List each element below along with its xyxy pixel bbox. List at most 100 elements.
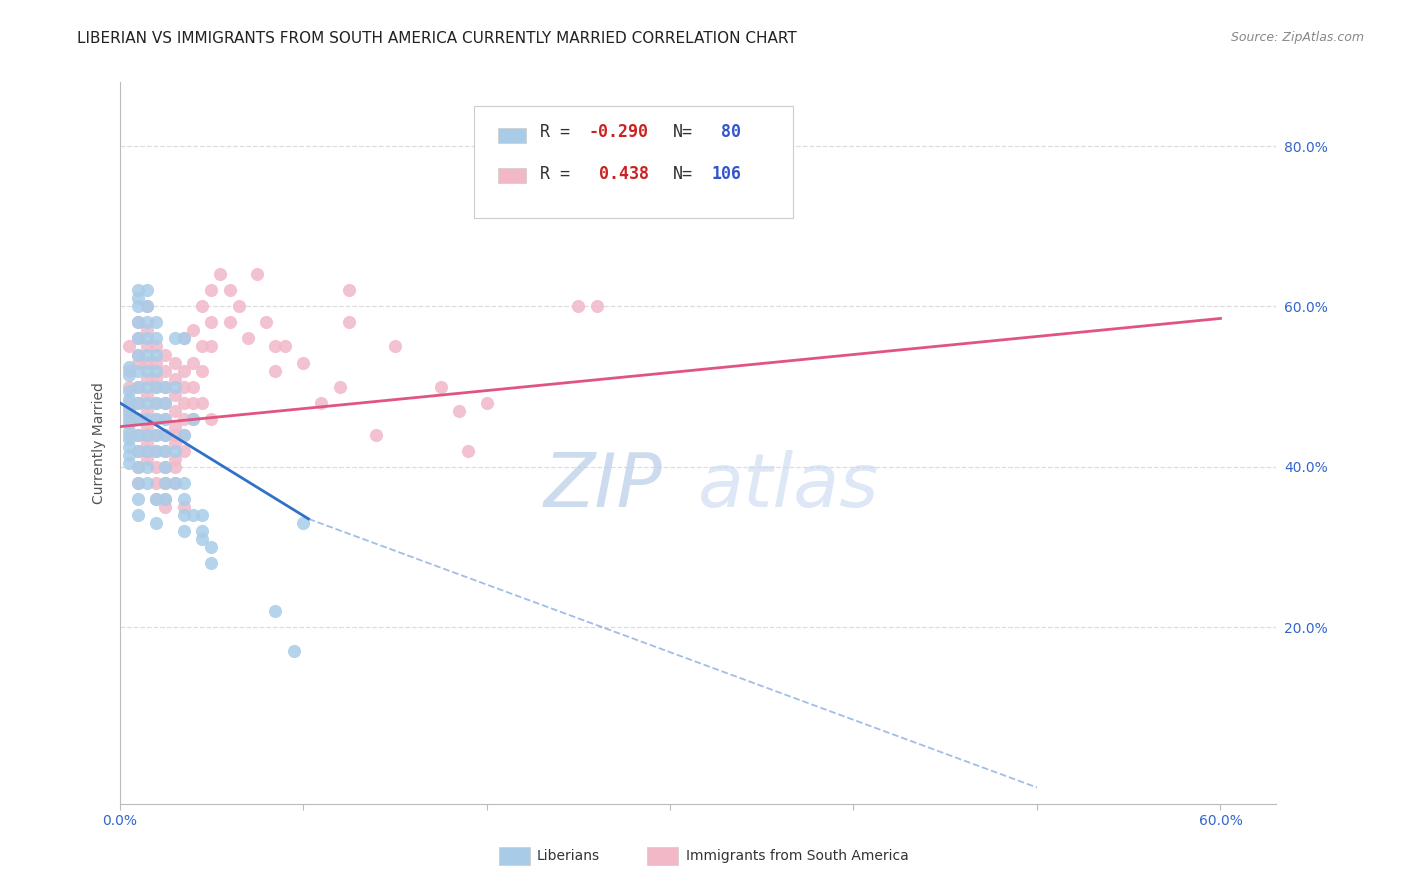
Point [127,331,149,345]
Point [118,379,141,393]
Point [163,443,186,458]
Point [173,331,195,345]
Text: ZIP: ZIP [544,450,662,522]
Point [181,355,204,369]
Point [145,379,167,393]
Point [200,540,222,554]
Text: Immigrants from South America: Immigrants from South America [686,849,908,863]
Point [145,411,167,425]
Text: R =: R = [540,123,581,142]
Point [181,323,204,337]
Point [292,355,315,369]
Text: Liberians: Liberians [537,849,600,863]
Point [145,491,167,506]
Point [127,459,149,474]
Point [118,411,141,425]
Point [173,500,195,514]
Text: Source: ZipAtlas.com: Source: ZipAtlas.com [1230,31,1364,45]
Point [173,411,195,425]
Point [191,339,214,353]
Point [118,384,141,398]
Point [181,411,204,425]
Point [173,475,195,490]
Point [127,347,149,361]
Point [155,443,177,458]
Point [163,371,186,385]
Point [145,339,167,353]
Point [311,395,333,409]
Point [127,395,149,409]
Point [118,339,141,353]
Point [136,355,159,369]
Point [127,300,149,314]
Point [136,475,159,490]
Point [145,379,167,393]
Point [145,315,167,329]
Point [173,331,195,345]
Text: atlas: atlas [697,450,879,522]
Point [136,339,159,353]
Point [209,268,232,282]
Point [127,347,149,361]
Point [585,300,607,314]
Point [200,315,222,329]
Point [127,355,149,369]
FancyBboxPatch shape [498,168,526,183]
Point [136,427,159,442]
Point [127,292,149,306]
Point [127,475,149,490]
Point [127,315,149,329]
Point [136,443,159,458]
Point [118,363,141,377]
Y-axis label: Currently Married: Currently Married [93,382,107,504]
Point [236,331,259,345]
Point [155,491,177,506]
Point [127,411,149,425]
Point [200,284,222,298]
Point [163,427,186,442]
Point [136,411,159,425]
Text: 0.438: 0.438 [589,164,648,183]
Point [118,359,141,374]
Point [191,532,214,546]
Point [475,395,498,409]
Point [145,427,167,442]
Point [145,491,167,506]
Point [181,411,204,425]
Point [118,432,141,446]
Point [200,556,222,570]
Point [384,339,406,353]
Point [136,387,159,401]
Point [173,443,195,458]
Point [145,395,167,409]
Point [163,331,186,345]
Point [173,379,195,393]
Text: 106: 106 [711,164,741,183]
Point [283,644,305,658]
Point [163,419,186,434]
Point [136,435,159,450]
Point [246,268,269,282]
Point [145,395,167,409]
Point [136,379,159,393]
FancyBboxPatch shape [474,106,793,218]
Point [218,284,240,298]
Point [118,427,141,442]
Point [136,300,159,314]
Point [173,427,195,442]
Point [127,363,149,377]
Text: -0.290: -0.290 [589,123,648,142]
Point [145,459,167,474]
Point [127,395,149,409]
Point [273,339,295,353]
Point [163,475,186,490]
Point [127,284,149,298]
Point [191,524,214,538]
Point [118,368,141,382]
Point [264,604,287,618]
Point [145,443,167,458]
Text: R =: R = [540,164,581,183]
Point [136,443,159,458]
FancyBboxPatch shape [498,128,526,144]
Point [200,339,222,353]
